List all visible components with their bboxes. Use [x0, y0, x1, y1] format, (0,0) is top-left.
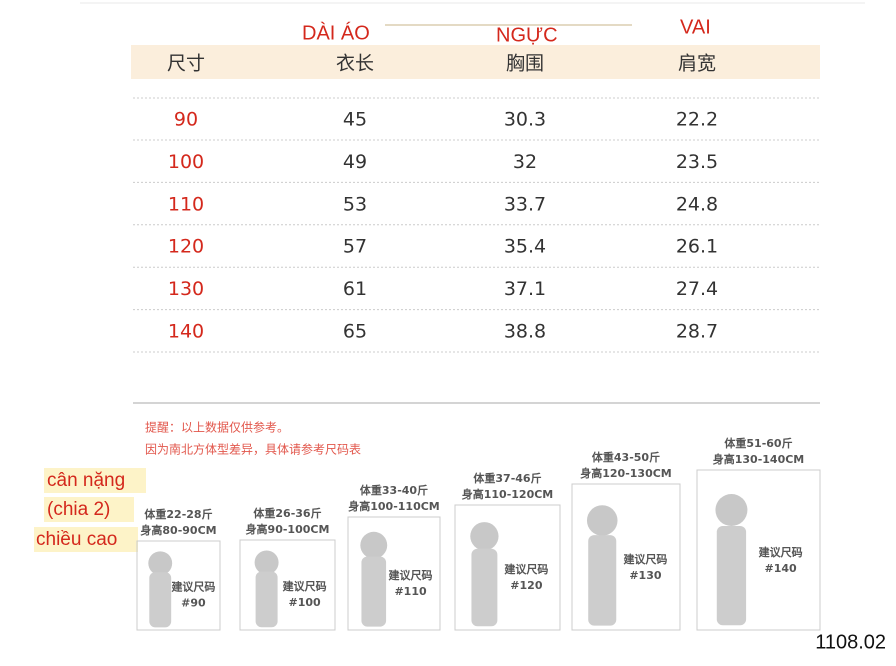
table-cell: 53 [343, 193, 367, 215]
size: #110 [394, 585, 427, 598]
table-cell: 130 [168, 278, 204, 300]
table-cell: 110 [168, 193, 204, 215]
figure-box [571, 483, 681, 631]
advice: 建议尺码 [389, 568, 433, 582]
annotation: DÀI ÁO [302, 21, 370, 44]
table-cell: 27.4 [676, 278, 718, 300]
table-cell: 30.3 [504, 109, 546, 131]
figure-height: 身高130-140CM [713, 452, 805, 466]
size: #120 [510, 579, 543, 592]
figure-height: 身高90-100CM [246, 522, 330, 536]
header-cell: 衣长 [336, 53, 374, 75]
advice: 建议尺码 [283, 579, 327, 593]
header-cell: 尺寸 [167, 53, 205, 75]
table-cell: 49 [343, 151, 367, 173]
silhouette-body [471, 548, 498, 627]
table-cell: 28.7 [676, 321, 718, 343]
highlight [34, 527, 138, 552]
note: 提醒：以上数据仅供参考。 [145, 420, 289, 435]
table-cell: 38.8 [504, 321, 546, 343]
size: #90 [181, 596, 206, 609]
silhouette-head [254, 550, 279, 575]
product-code: 1108.02 [815, 631, 886, 653]
table-cell: 90 [174, 109, 198, 131]
size: #140 [765, 562, 798, 575]
figure-box [136, 540, 221, 631]
silhouette-body [149, 572, 172, 628]
header-band [131, 45, 820, 79]
table-cell: 65 [343, 321, 367, 343]
table-cell: 26.1 [676, 236, 718, 258]
header-cell: 肩宽 [678, 53, 716, 75]
header-cell: 胸围 [506, 53, 544, 75]
figure-height: 身高110-120CM [462, 487, 554, 501]
figure-weight: 体重22-28斤 [144, 507, 212, 521]
annotation: (chia 2) [47, 499, 110, 520]
table-cell: 100 [168, 151, 204, 173]
table-cell: 32 [513, 151, 537, 173]
table-cell: 61 [343, 278, 367, 300]
table-cell: 24.8 [676, 193, 718, 215]
figure-weight: 体重26-36斤 [253, 506, 321, 520]
size: #100 [289, 596, 322, 609]
figure-box [347, 516, 441, 631]
advice: 建议尺码 [759, 545, 803, 559]
silhouette-head [715, 494, 748, 526]
figure-weight: 体重43-50斤 [592, 450, 660, 464]
silhouette-body [361, 556, 387, 627]
figure-box [696, 469, 821, 631]
figure-box [454, 504, 561, 631]
advice: 建议尺码 [171, 579, 215, 593]
table-cell: 35.4 [504, 236, 546, 258]
table-cell: 33.7 [504, 193, 546, 215]
table-cell: 22.2 [676, 109, 718, 131]
highlight [44, 468, 146, 493]
size: #130 [629, 569, 662, 582]
table-cell: 120 [168, 236, 204, 258]
silhouette-body [255, 571, 278, 628]
annotation: chiều cao [36, 529, 117, 550]
note: 因为南北方体型差异，具体请参考尺码表 [145, 442, 361, 457]
figure-box [239, 539, 336, 631]
table-cell: 140 [168, 321, 204, 343]
highlight [44, 497, 134, 522]
figure-weight: 体重37-46斤 [473, 471, 541, 485]
annotation: VAI [680, 16, 711, 38]
annotation: cân nặng [47, 470, 125, 491]
silhouette-head [470, 522, 499, 551]
table-cell: 37.1 [504, 278, 546, 300]
advice: 建议尺码 [623, 552, 667, 566]
figure-height: 身高120-130CM [580, 466, 672, 480]
annotation: NGỰC [496, 24, 558, 46]
advice: 建议尺码 [504, 562, 548, 576]
silhouette-body [588, 535, 617, 626]
table-cell: 57 [343, 236, 367, 258]
silhouette-body [716, 526, 747, 626]
figure-weight: 体重33-40斤 [360, 483, 428, 497]
figure-height: 身高100-110CM [348, 499, 440, 513]
silhouette-head [586, 505, 618, 536]
table-cell: 45 [343, 109, 367, 131]
table-cell: 23.5 [676, 151, 718, 173]
figure-height: 身高80-90CM [140, 523, 216, 537]
silhouette-head [360, 531, 388, 559]
figure-weight: 体重51-60斤 [724, 436, 792, 450]
silhouette-head [148, 551, 173, 576]
